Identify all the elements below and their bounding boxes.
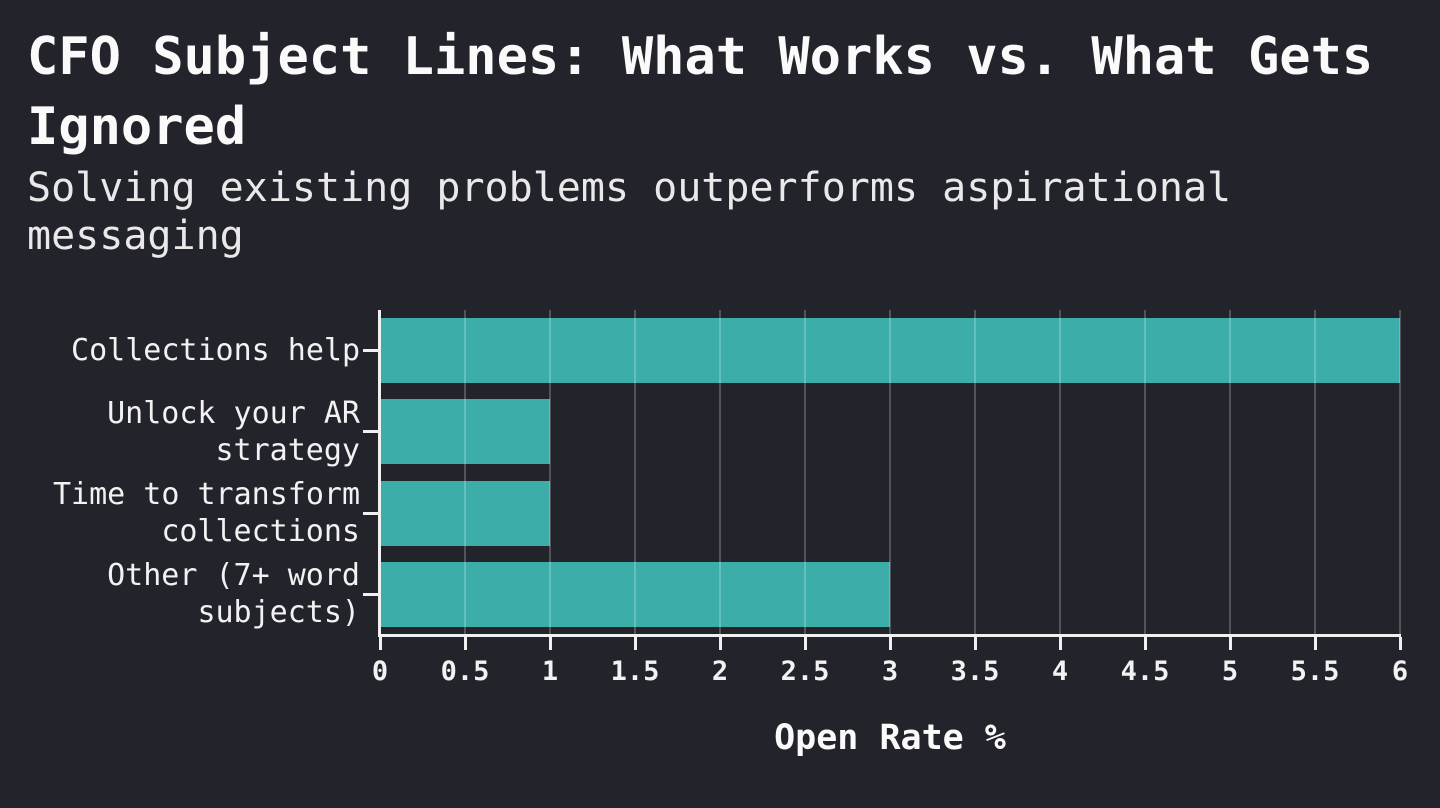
gridline (464, 310, 466, 635)
x-tick-label: 3.5 (950, 656, 1000, 687)
gridline (549, 310, 551, 635)
x-tick-label: 2 (711, 656, 729, 687)
gridline (1229, 310, 1231, 635)
x-tick-label: 5.5 (1290, 656, 1340, 687)
y-tick-mark (363, 592, 378, 596)
y-tick-mark (363, 430, 378, 434)
x-tick-mark (1313, 637, 1317, 650)
gridline (1399, 310, 1401, 635)
x-tick-label: 0.5 (440, 656, 490, 687)
x-tick-label: 1.5 (610, 656, 660, 687)
gridline (1059, 310, 1061, 635)
y-axis-category-label: Time to transform collections (52, 477, 360, 550)
y-axis-category-label: Collections help (71, 333, 360, 369)
y-axis-labels: Collections help Unlock your AR strategy T… (0, 310, 360, 635)
x-tick-label: 2.5 (780, 656, 830, 687)
x-tick-mark (803, 637, 807, 650)
bar (380, 399, 550, 465)
x-tick-mark (1058, 637, 1062, 650)
x-tick-mark (1143, 637, 1147, 650)
y-axis-spine (378, 310, 381, 637)
x-tick-mark (1398, 637, 1402, 650)
gridline (634, 310, 636, 635)
x-tick-mark (633, 637, 637, 650)
gridline (804, 310, 806, 635)
gridline (889, 310, 891, 635)
bar (380, 561, 890, 627)
gridline (719, 310, 721, 635)
x-tick-mark (973, 637, 977, 650)
gridline (1144, 310, 1146, 635)
x-tick-label: 0 (371, 656, 389, 687)
x-axis-title: Open Rate % (774, 718, 1006, 758)
bar (380, 318, 1400, 384)
y-axis-category-label: Other (7+ word subjects) (107, 558, 360, 631)
chart-title: CFO Subject Lines: What Works vs. What G… (27, 27, 1374, 157)
plot-area: 0 0.5 1 1.5 2 2.5 3 3.5 4 4.5 5 5.5 6 (363, 310, 1408, 687)
x-tick-label: 4.5 (1120, 656, 1170, 687)
x-axis-spine (378, 634, 1401, 637)
gridline (974, 310, 976, 635)
gridline (1314, 310, 1316, 635)
bar (380, 480, 550, 546)
x-tick-label: 1 (541, 656, 559, 687)
chart-subtitle: Solving existing problems outperforms as… (27, 165, 1232, 259)
y-tick-mark (363, 349, 378, 353)
x-tick-mark (1228, 637, 1232, 650)
x-tick-label: 4 (1051, 656, 1069, 687)
x-tick-mark (463, 637, 467, 650)
x-tick-label: 5 (1221, 656, 1239, 687)
x-tick-label: 3 (881, 656, 899, 687)
x-tick-mark (378, 637, 382, 650)
x-tick-label: 6 (1391, 656, 1409, 687)
x-tick-mark (718, 637, 722, 650)
x-tick-mark (888, 637, 892, 650)
x-tick-mark (548, 637, 552, 650)
y-tick-mark (363, 511, 378, 515)
y-axis-category-label: Unlock your AR strategy (107, 395, 360, 468)
